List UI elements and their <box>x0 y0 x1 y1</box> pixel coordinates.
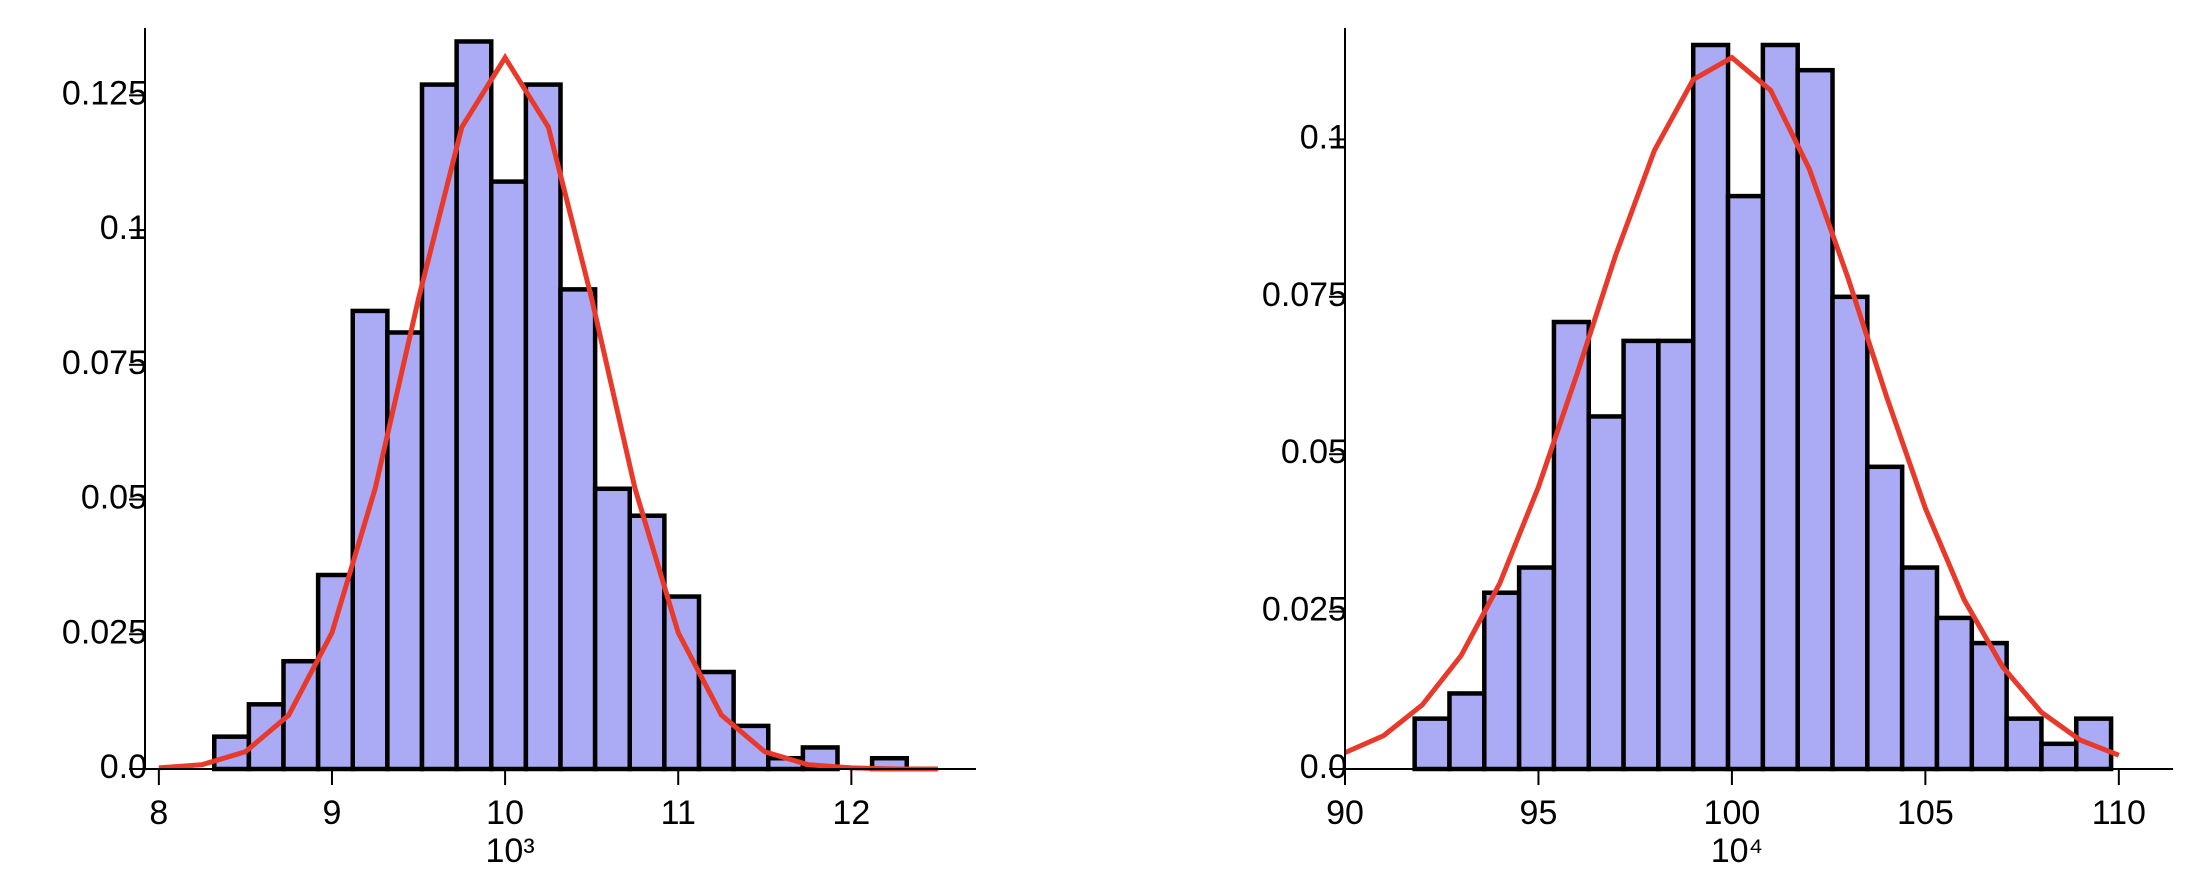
y-tick-label: 0.05 <box>81 479 147 517</box>
x-tick-label: 105 <box>1897 794 1954 832</box>
y-tick-label: 0.1 <box>1300 118 1347 156</box>
bar <box>627 513 667 772</box>
bar <box>1482 590 1522 772</box>
x-tick-label: 10 <box>486 794 524 832</box>
y-tick-label: 0.1 <box>100 209 147 247</box>
bar <box>1760 42 1800 772</box>
bar <box>1412 716 1452 772</box>
y-tick-label: 0.025 <box>62 613 147 651</box>
bar <box>419 82 459 772</box>
x-axis-label: 10³ <box>486 832 535 870</box>
y-tick-label: 0.0 <box>100 748 147 786</box>
bar <box>1516 565 1557 772</box>
bar <box>558 287 598 772</box>
bar <box>662 594 702 772</box>
fit-curve <box>158 52 938 772</box>
x-tick-label: 8 <box>149 794 168 832</box>
bar <box>1865 464 1905 772</box>
y-tick-label: 0.05 <box>1281 433 1347 471</box>
x-tick-label: 95 <box>1520 794 1558 832</box>
y-tick-label: 0.025 <box>1262 591 1347 629</box>
bar <box>1899 565 1940 772</box>
bar <box>2004 716 2044 772</box>
bar <box>489 179 529 772</box>
x-tick-label: 9 <box>323 794 342 832</box>
bar <box>1830 294 1870 772</box>
bar <box>592 486 632 772</box>
x-tick-label: 12 <box>832 794 870 832</box>
bar <box>385 330 425 772</box>
bar <box>1586 414 1626 772</box>
x-tick-label: 100 <box>1704 794 1761 832</box>
y-tick-label: 0.075 <box>1262 276 1347 314</box>
bar <box>1656 338 1696 772</box>
bar <box>1447 691 1487 772</box>
bar <box>1621 338 1661 772</box>
y-tick-label: 0.125 <box>62 74 147 112</box>
y-tick-label: 0.075 <box>62 344 147 382</box>
x-tick-label: 11 <box>661 794 696 832</box>
y-tick-label: 0.0 <box>1300 748 1347 786</box>
x-tick-label: 90 <box>1326 794 1364 832</box>
x-axis-label: 10⁴ <box>1711 832 1763 870</box>
bar <box>1690 42 1731 772</box>
bar <box>454 39 494 772</box>
bar <box>2039 741 2079 772</box>
fit-curve <box>1343 54 2120 758</box>
bar <box>1934 615 1975 772</box>
bar <box>315 572 355 772</box>
bar <box>523 82 563 772</box>
bar <box>1795 67 1835 772</box>
x-tick-label: 110 <box>2092 794 2146 832</box>
bar <box>1725 193 1766 772</box>
